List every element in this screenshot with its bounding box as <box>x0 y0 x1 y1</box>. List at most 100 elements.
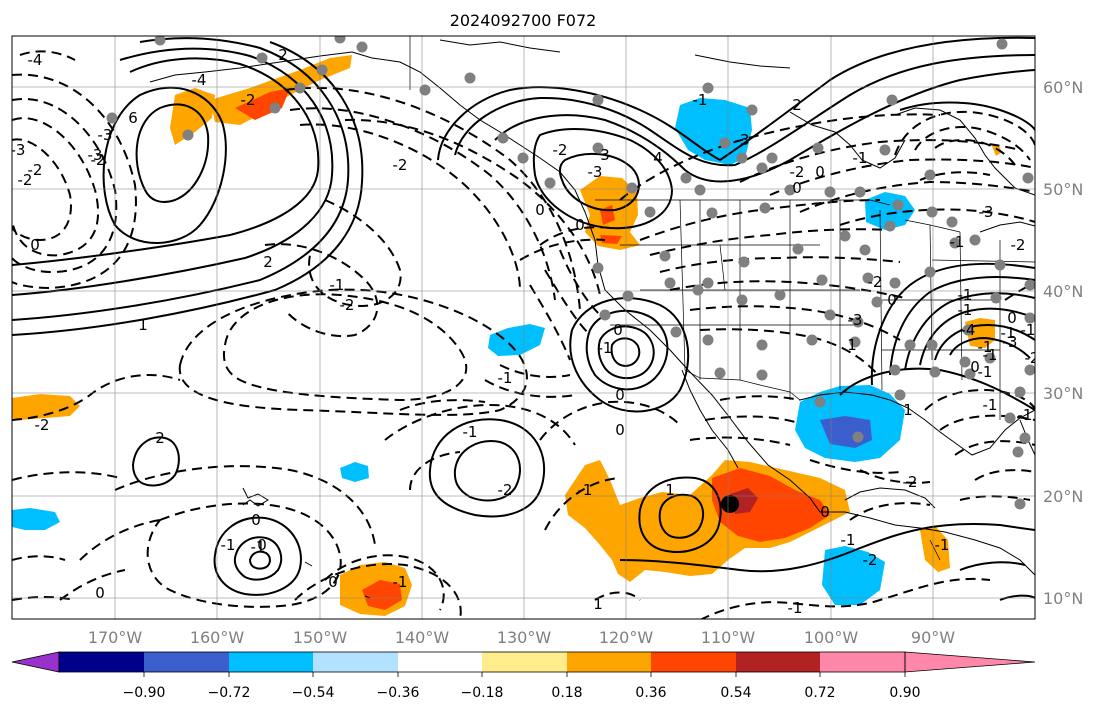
contour-label: -3 <box>11 141 26 159</box>
colorbar-tick-label: 0.18 <box>551 685 582 701</box>
colorbar-extend-low <box>11 651 60 673</box>
contour-label: 0 <box>613 321 623 339</box>
colorbar-segment <box>567 652 651 672</box>
colorbar-tick-label: 0.36 <box>635 685 666 701</box>
colorbar-segment <box>651 652 736 672</box>
contour-label: -2 <box>35 416 50 434</box>
negative-contours <box>12 50 1035 619</box>
contour-label: -1 <box>598 339 613 357</box>
coastlines <box>149 39 1035 599</box>
contour-label: -2 <box>340 296 355 314</box>
figure-title: 2024092700 F072 <box>450 11 597 30</box>
contour-label: -1 <box>978 338 993 356</box>
map-panel: -46-3-3-22-20-4-2-3-2-1-223 4-2-3-2010-12… <box>11 35 1040 620</box>
lon-tick-label: 90°W <box>911 628 955 647</box>
lon-tick-label: 110°W <box>701 628 756 647</box>
contour-label: 0 <box>30 236 40 254</box>
contour-label: -2 <box>393 156 408 174</box>
contour-label: -3 <box>1003 333 1018 351</box>
contour-label: -4 <box>28 51 43 69</box>
lat-tick-label: 10°N <box>1043 589 1083 608</box>
contour-label: -3 <box>88 146 103 164</box>
contour-label: 1 <box>847 336 857 354</box>
longitude-axis: 170°W 160°W 150°W 140°W 130°W 120°W 110°… <box>88 628 955 647</box>
contour-label: -1 <box>498 369 513 387</box>
colorbar-segment <box>229 652 313 672</box>
lat-tick-label: 60°N <box>1043 78 1083 97</box>
lon-tick-label: 140°W <box>395 628 450 647</box>
contour-label: -2 <box>553 141 568 159</box>
contour-label: 1 <box>665 481 675 499</box>
colorbar-segment <box>736 652 820 672</box>
contour-label: 2 <box>792 96 802 114</box>
contour-label: -3 <box>735 131 750 149</box>
contour-label: -2 <box>28 161 43 179</box>
contour-label: -1 <box>693 91 708 109</box>
contour-label: -2 <box>863 551 878 569</box>
contour-label: 2 <box>278 46 288 64</box>
contour-label: -3 <box>848 311 863 329</box>
contour-label: 0 <box>887 291 897 309</box>
contour-label: -2 <box>91 151 106 169</box>
contour-label: -1 <box>788 599 803 617</box>
colorbar-tick-label: −0.36 <box>377 685 420 701</box>
contour-labels: -46-3-3-22-20-4-2-3-2-1-223 4-2-3-2010-12… <box>11 46 1040 617</box>
contour-label: 0 <box>815 163 825 181</box>
lat-tick-label: 20°N <box>1043 487 1083 506</box>
contour-label: -3 <box>588 163 603 181</box>
contour-label: -1 <box>251 538 266 556</box>
lat-tick-label: 50°N <box>1043 180 1083 199</box>
contour-label: -1 <box>1021 321 1036 339</box>
contour-label: -2 <box>1025 349 1040 367</box>
contour-label: -1 <box>983 346 998 364</box>
contour-label: -1 <box>958 286 973 304</box>
contour-label: 0 <box>1007 309 1017 327</box>
contour-label: 0 <box>970 358 980 376</box>
contour-label: -2 <box>903 473 918 491</box>
contour-label: -1 <box>935 536 950 554</box>
contour-label: -3 <box>98 126 113 144</box>
contour-label: -4 <box>961 321 976 339</box>
contour-label: 1 <box>138 316 148 334</box>
contour-label: -1 <box>853 149 868 167</box>
lon-tick-label: 120°W <box>599 628 654 647</box>
contour-label: 0 <box>257 536 267 554</box>
contour-label: -2 <box>790 163 805 181</box>
lon-tick-label: 150°W <box>293 628 348 647</box>
contour-label: 1 <box>903 401 913 419</box>
colorbar-tick-label: 0.90 <box>889 685 920 701</box>
contour-label: -3 <box>979 203 994 221</box>
colorbar: −0.90 −0.72 −0.54 −0.36 −0.18 0.18 0.36 … <box>11 651 1036 701</box>
contour-label: -1 <box>1018 406 1033 424</box>
colorbar-segment <box>398 652 482 672</box>
contour-label: 3 <box>600 146 610 164</box>
contour-label: -2 <box>868 273 883 291</box>
contour-label: -1 <box>221 536 236 554</box>
contour-label: 0 <box>792 179 802 197</box>
contour-label: -1 <box>950 233 965 251</box>
colorbar-segment <box>482 652 567 672</box>
lat-tick-label: 30°N <box>1043 384 1083 403</box>
contour-label: -2 <box>18 171 33 189</box>
contour-label: -1 <box>978 363 993 381</box>
contour-label: -2 <box>498 481 513 499</box>
lon-tick-label: 170°W <box>88 628 143 647</box>
colorbar-segment <box>313 652 398 672</box>
colorbar-segment <box>820 652 905 672</box>
contour-label: -1 <box>958 301 973 319</box>
contour-label: 0 <box>328 573 338 591</box>
contour-label: -1 <box>393 573 408 591</box>
contour-label: -1 <box>841 531 856 549</box>
colorbar-tick-label: 0.72 <box>804 685 835 701</box>
colorbar-tick-label: −0.18 <box>461 685 504 701</box>
contour-label: -4 <box>192 71 207 89</box>
contour-label: -1 <box>1001 324 1016 342</box>
contour-label: -1 <box>463 423 478 441</box>
contour-label: 6 <box>128 109 138 127</box>
contour-label: -1 <box>578 481 593 499</box>
lon-tick-label: 130°W <box>497 628 552 647</box>
contour-label: 0 <box>95 584 105 602</box>
colorbar-extend-high <box>904 651 1036 673</box>
contour-label: -1 <box>983 396 998 414</box>
